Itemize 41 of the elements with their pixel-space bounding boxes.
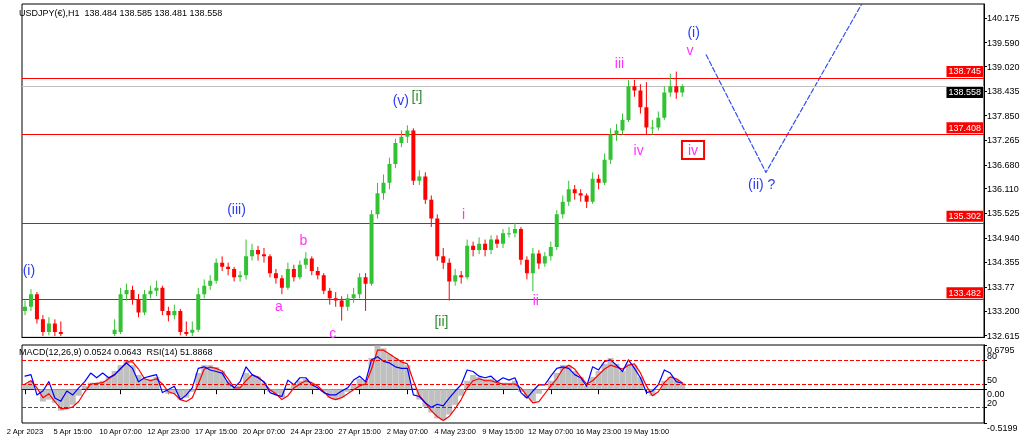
ref-line-label: 135.302: [948, 211, 981, 222]
y-tick-label: 137.850: [987, 110, 1020, 121]
chart-title: USDJPY(€),H1 138.484 138.585 138.481 138.558: [19, 7, 223, 18]
y-tick-label: 134.355: [987, 257, 1020, 268]
y-tick-label: 140.175: [987, 13, 1020, 24]
y-tick-label: 138.435: [987, 86, 1020, 97]
ref-line-label: 138.745: [948, 66, 981, 77]
annotation: iii: [614, 55, 625, 71]
y-tick-label: 137.265: [987, 135, 1020, 146]
annotation: (i): [22, 262, 36, 278]
annotation: (iii): [227, 201, 246, 217]
annotation: c: [329, 325, 337, 341]
y-tick-label: 132.615: [987, 330, 1020, 341]
y-tick-label: 135.525: [987, 208, 1020, 219]
annotation: [i]: [411, 88, 423, 104]
y-tick-label: 139.590: [987, 37, 1020, 48]
y-tick-label: 133.200: [987, 305, 1020, 316]
y2-tick-label: 50: [987, 374, 998, 385]
y-tick-label: 134.940: [987, 232, 1020, 243]
annotation: a: [275, 298, 284, 314]
annotation: i: [462, 206, 466, 222]
annotation: (v): [392, 92, 409, 108]
y-tick-label: 136.110: [987, 183, 1019, 194]
y2-tick-label: 20: [987, 397, 998, 408]
ref-line-label: 133.482: [948, 287, 981, 298]
y-tick-label: 136.680: [987, 159, 1020, 170]
annotation: b: [299, 232, 308, 248]
annotation: ii: [532, 292, 539, 308]
annotation: iv: [633, 142, 644, 158]
y-tick-label: -0.5199: [987, 422, 1018, 433]
y-tick-label: 0.00: [987, 388, 1005, 399]
annotation: [ii]: [434, 313, 449, 329]
y-tick-label: 133.77: [987, 282, 1015, 292]
chart-title: MACD(12,26,9) 0.0524 0.0643 RSI(14) 51.8868: [19, 346, 213, 357]
annotation: iv: [687, 142, 699, 158]
ref-line-label: 137.408: [948, 122, 981, 133]
ref-line-label: 138.558: [948, 87, 981, 98]
annotation: v: [686, 42, 694, 58]
y-tick-label: 139.020: [987, 61, 1020, 72]
annotation: (ii) ?: [748, 176, 776, 192]
annotation: (i): [687, 24, 700, 40]
